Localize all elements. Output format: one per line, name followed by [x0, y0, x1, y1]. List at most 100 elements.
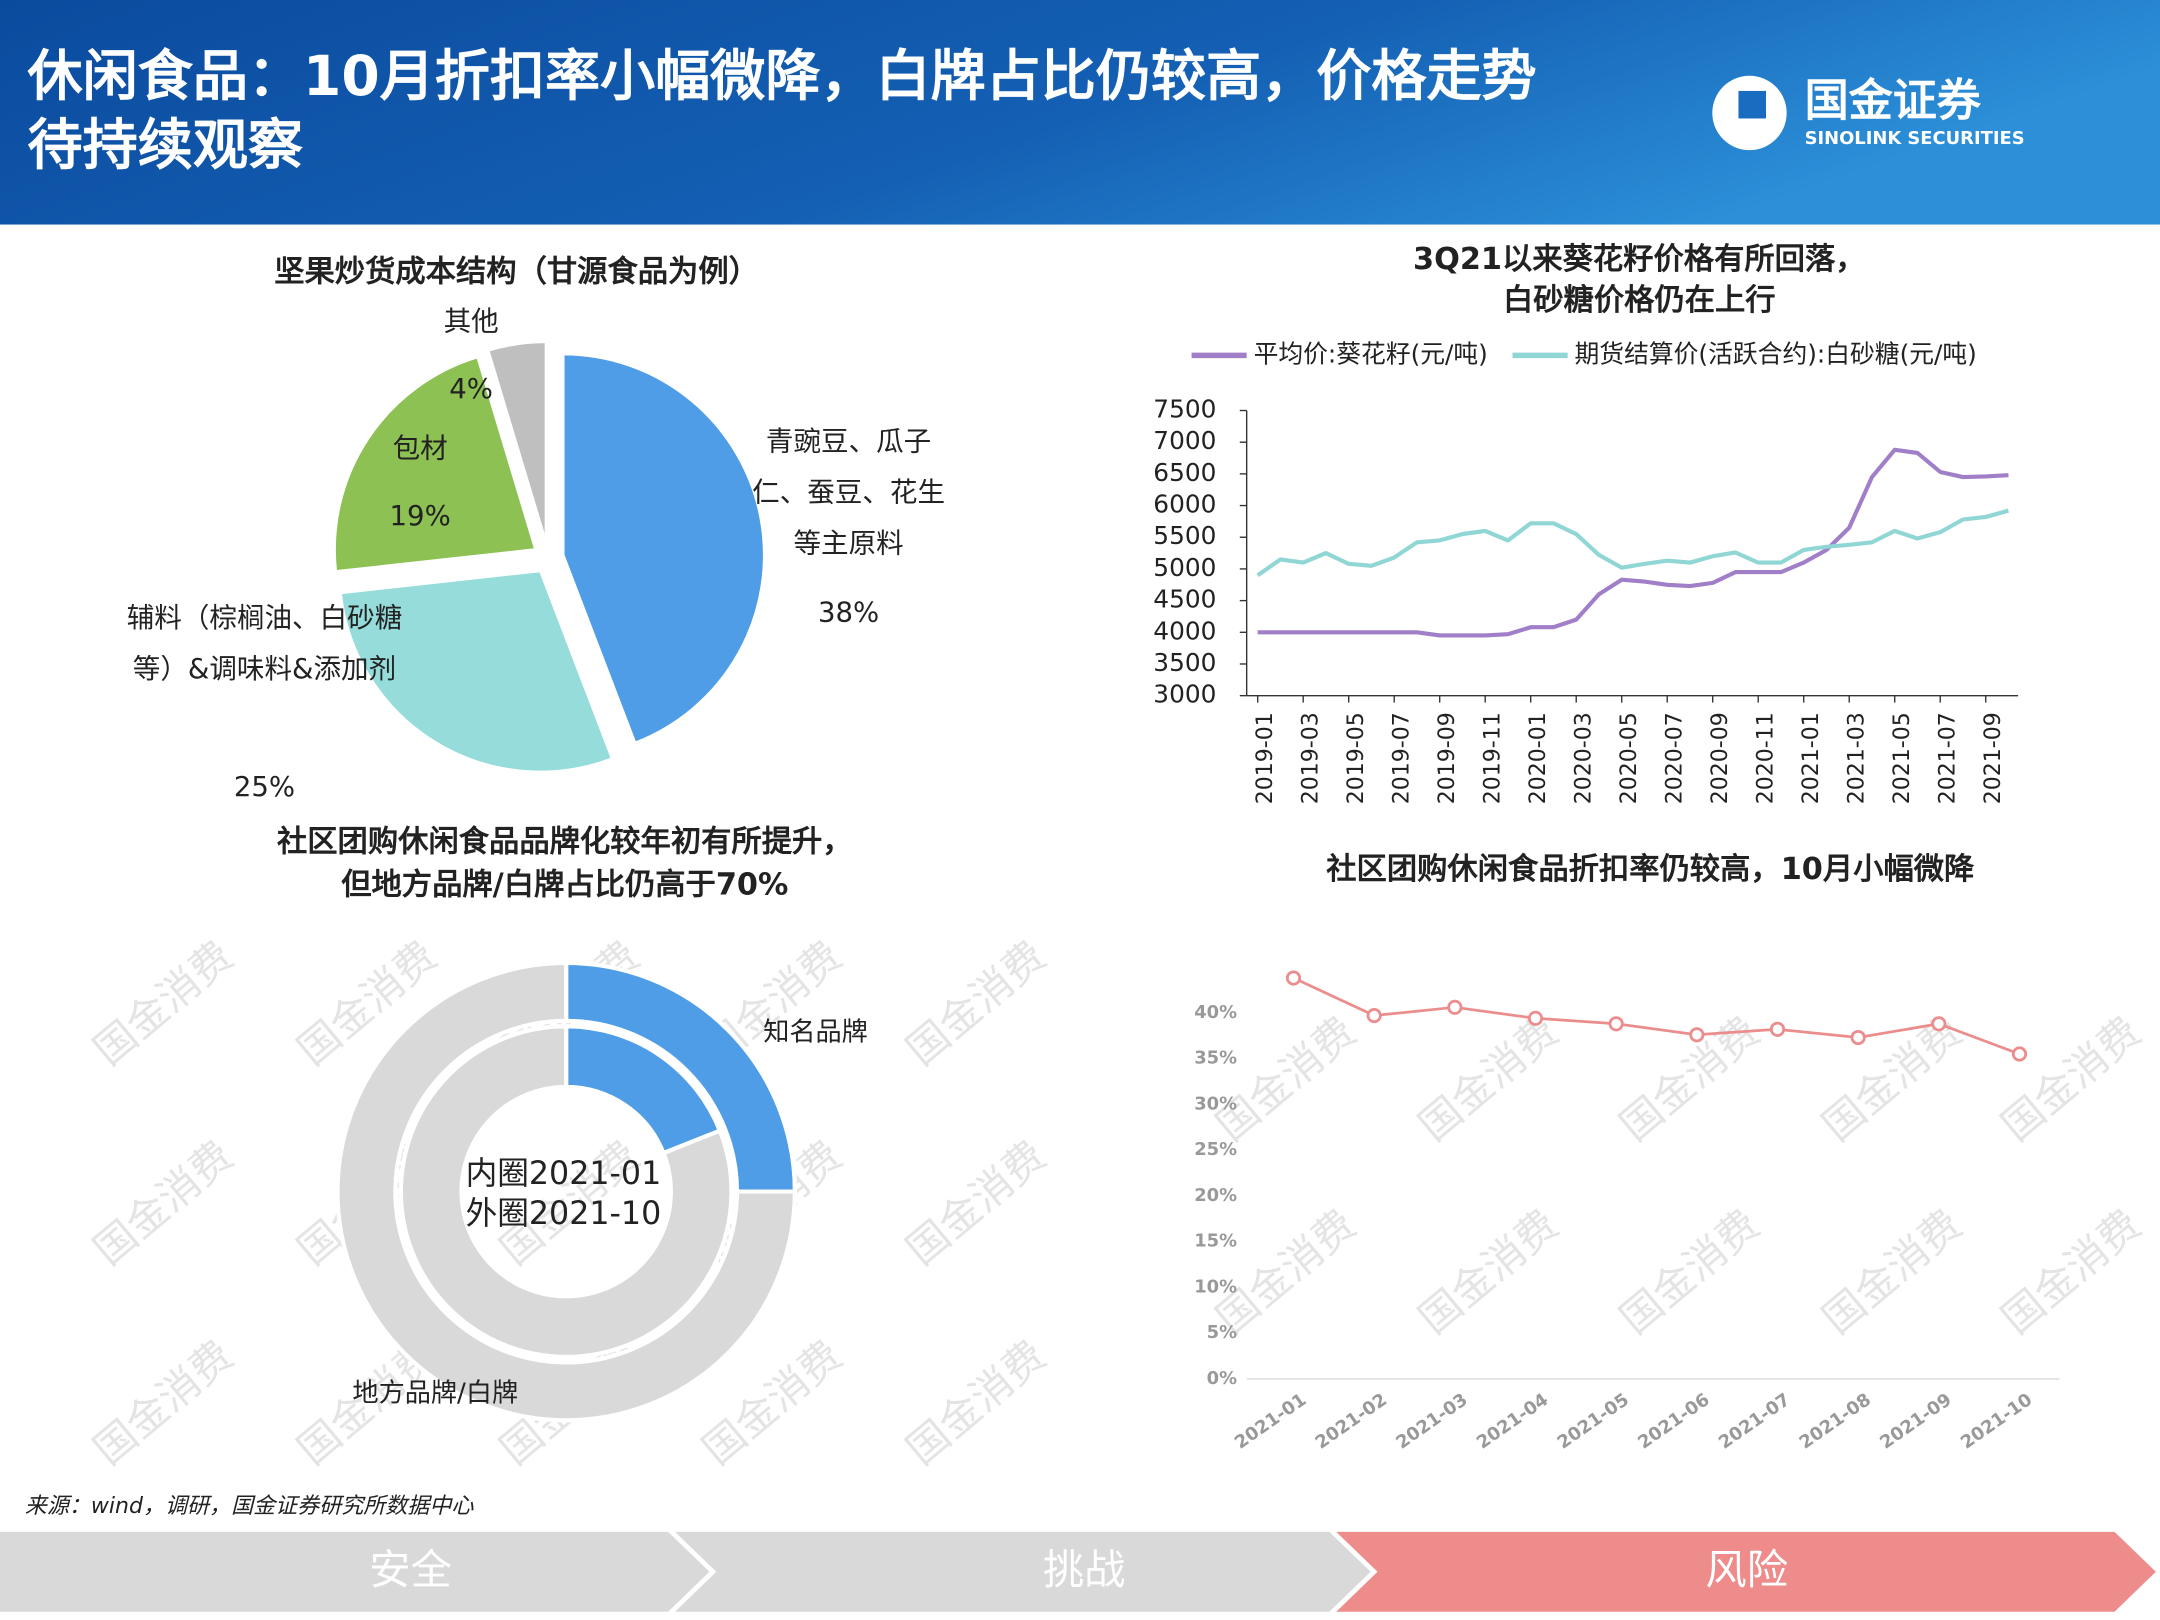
slice-label: 其他 — [443, 304, 499, 338]
x-tick-label: 2021-01 — [1799, 712, 1824, 804]
chart-title: 坚果炒货成本结构（甘源食品为例） — [274, 253, 759, 289]
watermark: 国金消费 — [1813, 1200, 1970, 1343]
legend-label: 平均价:葵花籽(元/吨) — [1254, 339, 1488, 368]
y-tick-label: 20% — [1194, 1185, 1237, 1206]
y-tick-label: 0% — [1207, 1368, 1237, 1389]
slice-label: 青豌豆、瓜子仁、蚕豆、花生等主原料 — [752, 424, 945, 560]
x-tick-label: 2021-10 — [1957, 1389, 2036, 1453]
x-tick-label: 2020-09 — [1708, 712, 1733, 804]
nav-segment[interactable] — [675, 1531, 1371, 1612]
slice-value-label: 4% — [449, 371, 493, 405]
x-tick-label: 2019-05 — [1344, 712, 1369, 804]
point — [1447, 999, 1463, 1015]
point — [2011, 1046, 2028, 1062]
x-tick-label: 2021-04 — [1473, 1389, 1552, 1453]
slice-label-box: 包材 — [392, 431, 448, 465]
y-tick-label: 4000 — [1153, 616, 1216, 645]
chart-title: 社区团购休闲食品折扣率仍较高，10月小幅微降 — [1326, 851, 1975, 887]
slice-value-label-box: 38% — [817, 595, 880, 629]
watermark: 国金消费 — [1813, 1008, 1970, 1151]
y-tick-label: 15% — [1194, 1231, 1237, 1252]
slice-value-label-box: 25% — [233, 770, 296, 804]
watermark: 国金消费 — [1207, 1008, 1364, 1151]
slice-value-label: 19% — [389, 498, 451, 532]
y-tick-label: 7000 — [1153, 426, 1216, 455]
y-tick-label: 5000 — [1153, 553, 1216, 582]
x-tick-label: 2021-05 — [1890, 712, 1915, 804]
source: 来源：wind，调研，国金证券研究所数据中心 — [25, 1494, 475, 1519]
header-band — [0, 0, 2160, 225]
point — [1769, 1021, 1786, 1037]
point — [1527, 1010, 1544, 1026]
segment-label: 知名品牌 — [763, 1018, 868, 1048]
y-tick-label: 5500 — [1153, 521, 1216, 550]
y-tick-label: 3500 — [1153, 648, 1216, 677]
y-tick-label: 40% — [1194, 1002, 1237, 1023]
legend-label: 期货结算价(活跃合约):白砂糖(元/吨) — [1575, 339, 1977, 368]
pie-slice — [333, 355, 538, 574]
watermark: 国金消费 — [897, 1132, 1054, 1275]
watermark: 国金消费 — [897, 932, 1054, 1075]
line-series — [1292, 976, 2020, 1056]
slice-label-box: 辅料（棕榈油、白砂糖等）&调味料&添加剂 — [126, 600, 403, 685]
pie-slice — [338, 569, 614, 774]
point — [1285, 970, 1302, 986]
y-tick-label: 25% — [1194, 1139, 1237, 1160]
pie-slice — [486, 340, 548, 544]
x-tick-label: 2021-01 — [1231, 1389, 1310, 1453]
nav-segment[interactable] — [1336, 1531, 2156, 1612]
x-tick-label: 2021-03 — [1844, 712, 1869, 804]
x-tick-label: 2019-09 — [1435, 712, 1460, 804]
x-tick-label: 2021-06 — [1634, 1389, 1713, 1453]
slice-label: 辅料（棕榈油、白砂糖等）&调味料&添加剂 — [126, 600, 403, 685]
x-tick-label: 2021-05 — [1554, 1389, 1633, 1453]
x-tick-label: 2020-05 — [1617, 712, 1642, 804]
y-tick-label: 10% — [1194, 1276, 1237, 1297]
y-tick-label: 4500 — [1153, 585, 1216, 614]
watermark: 国金消费 — [1993, 1008, 2150, 1151]
logo-text: 国金证券 — [1805, 75, 1982, 126]
point — [1366, 1007, 1382, 1024]
point — [1608, 1016, 1624, 1032]
slice-label: 包材 — [392, 431, 448, 465]
slice-label-box: 其他 — [443, 304, 499, 338]
x-tick-label: 2019-03 — [1298, 712, 1323, 804]
nav-label[interactable]: 风险 — [1705, 1546, 1788, 1594]
x-tick-label: 2020-01 — [1526, 712, 1551, 804]
x-tick-label: 2021-09 — [1981, 712, 2006, 804]
logo-subtext: SINOLINK SECURITIES — [1805, 128, 2025, 149]
x-tick-label: 2020-03 — [1571, 712, 1596, 804]
x-tick-label: 2021-07 — [1935, 712, 1960, 804]
watermark: 国金消费 — [1410, 1200, 1567, 1343]
y-tick-label: 35% — [1194, 1048, 1237, 1069]
watermark: 国金消费 — [897, 1331, 1054, 1474]
y-tick-label: 6000 — [1153, 490, 1216, 519]
watermark: 国金消费 — [85, 1331, 242, 1474]
watermark: 国金消费 — [1611, 1008, 1768, 1151]
nav-label[interactable]: 挑战 — [1043, 1546, 1126, 1594]
chart-title: 白砂糖价格仍在上行 — [1503, 283, 1776, 318]
pie-slice — [561, 352, 766, 745]
slice-value-label-box: 19% — [389, 498, 451, 532]
slice-value-label: 38% — [817, 595, 880, 629]
chart-title: 但地方品牌/白牌占比仍高于70% — [341, 866, 788, 902]
watermark: 国金消费 — [85, 1132, 242, 1275]
x-tick-label: 2019-07 — [1389, 712, 1414, 804]
y-tick-label: 6500 — [1153, 458, 1216, 487]
nav-segment[interactable] — [0, 1531, 710, 1612]
donut-segment — [398, 1024, 734, 1359]
x-tick-label: 2020-07 — [1662, 712, 1687, 804]
x-tick-label: 2019-11 — [1480, 712, 1505, 804]
x-tick-label: 2021-08 — [1796, 1389, 1875, 1453]
slice-value-label: 25% — [233, 770, 296, 804]
y-tick-label: 5% — [1207, 1322, 1237, 1343]
x-tick-label: 2021-02 — [1312, 1389, 1391, 1453]
x-tick-label: 2021-07 — [1715, 1389, 1794, 1453]
slice-value-label-box: 4% — [449, 371, 493, 405]
nav-label[interactable]: 安全 — [369, 1546, 452, 1594]
header-title: 待持续观察 — [28, 113, 304, 177]
line-series — [1257, 447, 2009, 638]
line-series — [1256, 508, 2010, 577]
